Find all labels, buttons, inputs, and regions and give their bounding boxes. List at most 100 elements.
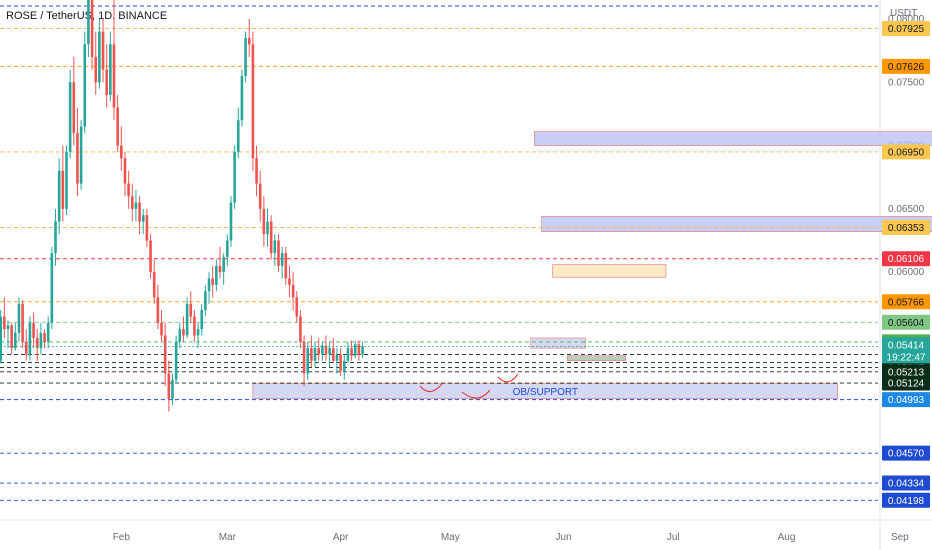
candle-body	[134, 202, 138, 209]
time-tick-label: Jul	[667, 532, 680, 543]
candle-body	[127, 183, 130, 197]
time-tick-label: Mar	[219, 532, 237, 543]
candle-body	[361, 346, 364, 355]
candle-body	[14, 332, 17, 349]
candle-body	[10, 325, 13, 349]
price-level-tag	[882, 314, 930, 330]
chart-title: ROSE / TetherUS, 1D, BINANCE	[6, 10, 168, 22]
zone-label: OB/SUPPORT	[513, 387, 578, 398]
candle-body	[251, 44, 255, 159]
drawing-curved-arrow	[461, 389, 491, 399]
candle-body	[163, 335, 167, 374]
price-level-tag	[882, 375, 930, 391]
price-tick-label: 0.07500	[888, 77, 925, 88]
candle-body	[65, 151, 68, 209]
candle-body	[262, 208, 266, 235]
price-level-tag	[882, 251, 930, 267]
candle-body	[141, 215, 145, 222]
candle-body	[240, 75, 244, 121]
price-level-tag	[882, 392, 930, 408]
candle-body	[218, 265, 222, 273]
candle-body	[321, 345, 324, 355]
candle-body	[306, 348, 310, 374]
candle-body	[123, 158, 127, 184]
candle-body	[98, 31, 101, 83]
candle-body	[277, 240, 280, 266]
candle-body	[332, 348, 335, 361]
price-level-tag-label: 0.05766	[888, 297, 925, 308]
current-price-value: 0.05414	[888, 340, 925, 351]
candle-body	[335, 354, 339, 361]
price-level-tag	[882, 445, 930, 461]
candle-body	[54, 221, 57, 254]
price-level-tag	[882, 144, 930, 160]
time-tick-label: Jun	[556, 532, 572, 543]
drawing-curved-arrow	[419, 383, 443, 393]
candle-body	[171, 379, 174, 399]
candle-body	[109, 44, 112, 95]
candle-body	[317, 348, 320, 355]
time-tick-label: Apr	[333, 532, 349, 543]
candle-body	[288, 278, 291, 285]
candle-body	[211, 278, 214, 285]
candle-body	[35, 337, 39, 349]
price-level-tag-label: 0.05604	[888, 318, 925, 329]
price-tick-label: 0.06000	[888, 267, 925, 278]
candle-body	[61, 170, 65, 209]
candle-body	[24, 341, 28, 355]
candle-body	[258, 183, 262, 209]
candle-body	[185, 303, 189, 336]
candle-body	[105, 69, 108, 95]
price-level-tag-label: 0.04570	[888, 449, 925, 460]
price-tick-label: 0.08000	[888, 14, 925, 25]
zone-box	[252, 383, 839, 400]
candle-body	[116, 107, 119, 146]
candle-body	[255, 158, 258, 184]
price-level-tag	[882, 294, 930, 310]
candle-body	[244, 37, 247, 76]
candle-body	[200, 310, 204, 330]
price-level-tag-label: 0.06353	[888, 223, 925, 234]
candle-body	[3, 316, 6, 330]
candle-body	[302, 341, 306, 374]
candle-body	[174, 341, 178, 380]
candle-body	[229, 202, 233, 241]
candle-body	[50, 253, 54, 323]
candle-body	[79, 126, 83, 184]
time-tick-label: Aug	[778, 532, 796, 543]
candle-body	[138, 202, 141, 222]
candle-body	[346, 348, 350, 361]
price-level-tag-label: 0.05124	[888, 379, 925, 390]
price-level-tag	[882, 20, 930, 36]
zone-box	[541, 216, 932, 232]
candle-body	[28, 322, 32, 355]
candle-body	[193, 316, 196, 336]
price-level-tag-label: 0.04334	[888, 479, 925, 490]
candle-body	[215, 265, 218, 285]
candle-body	[68, 82, 72, 152]
candle-body	[299, 316, 302, 342]
candle-body	[226, 240, 229, 257]
candle-body	[350, 348, 353, 356]
candle-body	[291, 284, 295, 298]
candle-body	[342, 360, 346, 371]
currency-label: USDT	[890, 8, 917, 19]
candle-body	[313, 348, 317, 361]
price-level-tag-label: 0.07626	[888, 62, 925, 73]
candle-body	[353, 344, 357, 356]
zone-box	[534, 131, 932, 146]
candle-body	[310, 348, 313, 361]
candle-body	[152, 272, 156, 298]
candle-body	[247, 37, 251, 45]
candle-body	[39, 332, 43, 349]
price-level-tag	[882, 492, 930, 508]
price-level-tag	[882, 475, 930, 491]
candle-body	[76, 132, 79, 184]
price-level-tag	[882, 58, 930, 74]
candle-body	[83, 44, 87, 127]
candle-body	[156, 297, 160, 323]
zone-box	[552, 264, 667, 278]
price-level-tag-label: 0.07925	[888, 24, 925, 35]
zone-box	[530, 337, 586, 349]
